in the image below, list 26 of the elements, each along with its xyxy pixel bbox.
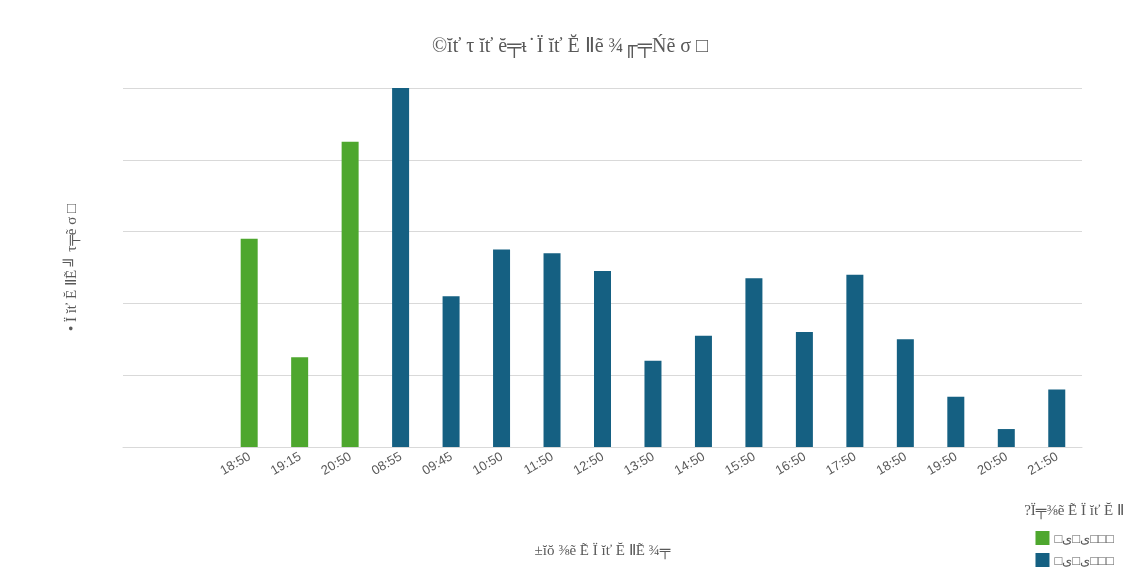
bar: [694, 335, 712, 447]
bar: [341, 141, 359, 447]
bar: [795, 332, 813, 447]
bar: [594, 271, 611, 447]
bar: [291, 357, 309, 447]
bar: [1048, 389, 1066, 447]
bar: [846, 274, 864, 447]
legend-title: ?Ï╤⅜ẽ Ẽ Ï ĭť Ĕ Ⅱ: [1024, 501, 1125, 520]
bar: [896, 339, 914, 447]
bar: [997, 429, 1015, 447]
legend-label: □ى□ى□□□: [1054, 552, 1118, 568]
bar: [442, 296, 460, 447]
x-axis-title: ±ĭŏ ⅜ẽ Ẽ Ï ĭť Ĕ ⅡẼ ¾╤: [534, 541, 671, 560]
bar: [543, 253, 561, 447]
bar: [493, 249, 511, 447]
x-tick-label: 08:55: [368, 448, 405, 478]
chart-title: ©ĭť τ ĭť ĕ╤ᵼ ̇ Ï ĭť Ĕ Ⅱẽ ¾╓╤Ńẽ σ □: [431, 34, 709, 59]
x-tick-label: 11:50: [520, 448, 556, 478]
bar: [392, 88, 410, 447]
bar: [644, 360, 662, 447]
bar: [240, 238, 258, 447]
legend-label: □ى□ى□□□: [1054, 530, 1114, 546]
bar: [745, 278, 763, 447]
y-axis-title: • Ï ĭť Ĕ ⅡẼ ╝ τ╤ẽ σ □: [61, 203, 81, 332]
x-tick-label: 09:45: [419, 448, 455, 478]
bar: [947, 396, 965, 447]
